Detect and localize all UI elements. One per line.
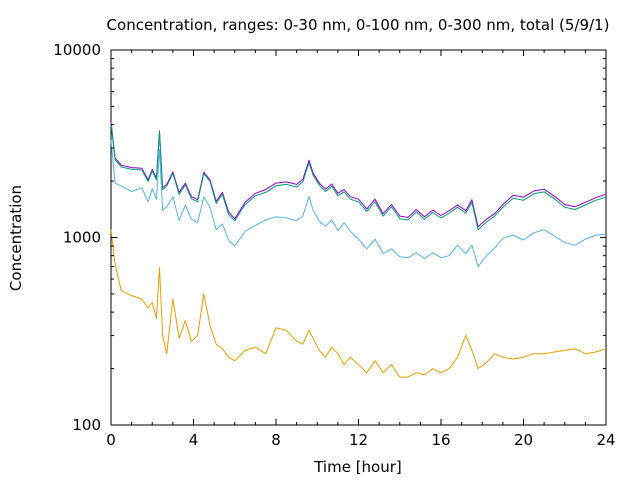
- series-line-4: [110, 229, 607, 378]
- y-tick-label: 10000: [53, 41, 101, 59]
- x-tick-label: 20: [514, 431, 533, 449]
- series-line-3: [110, 140, 607, 267]
- y-tick-label: 1000: [63, 229, 101, 247]
- x-tick-label: 12: [349, 431, 368, 449]
- x-axis-label: Time [hour]: [313, 458, 402, 476]
- y-tick-label: 100: [72, 416, 101, 434]
- x-tick-label: 4: [189, 431, 199, 449]
- plot-area: [110, 49, 607, 426]
- y-axis-label: Concentration: [7, 185, 25, 291]
- plot-border: [110, 49, 607, 426]
- chart-title: Concentration, ranges: 0-30 nm, 0-100 nm…: [107, 16, 610, 34]
- x-tick-label: 16: [431, 431, 450, 449]
- series-line-1: [110, 121, 607, 228]
- x-tick-label: 0: [106, 431, 116, 449]
- axis-ticks: 0 4 8 12 16 20 24 100 1000 10000: [53, 41, 615, 449]
- series-layer: [110, 121, 607, 378]
- x-tick-label: 24: [596, 431, 615, 449]
- series-line-2: [110, 123, 607, 231]
- x-tick-label: 8: [271, 431, 281, 449]
